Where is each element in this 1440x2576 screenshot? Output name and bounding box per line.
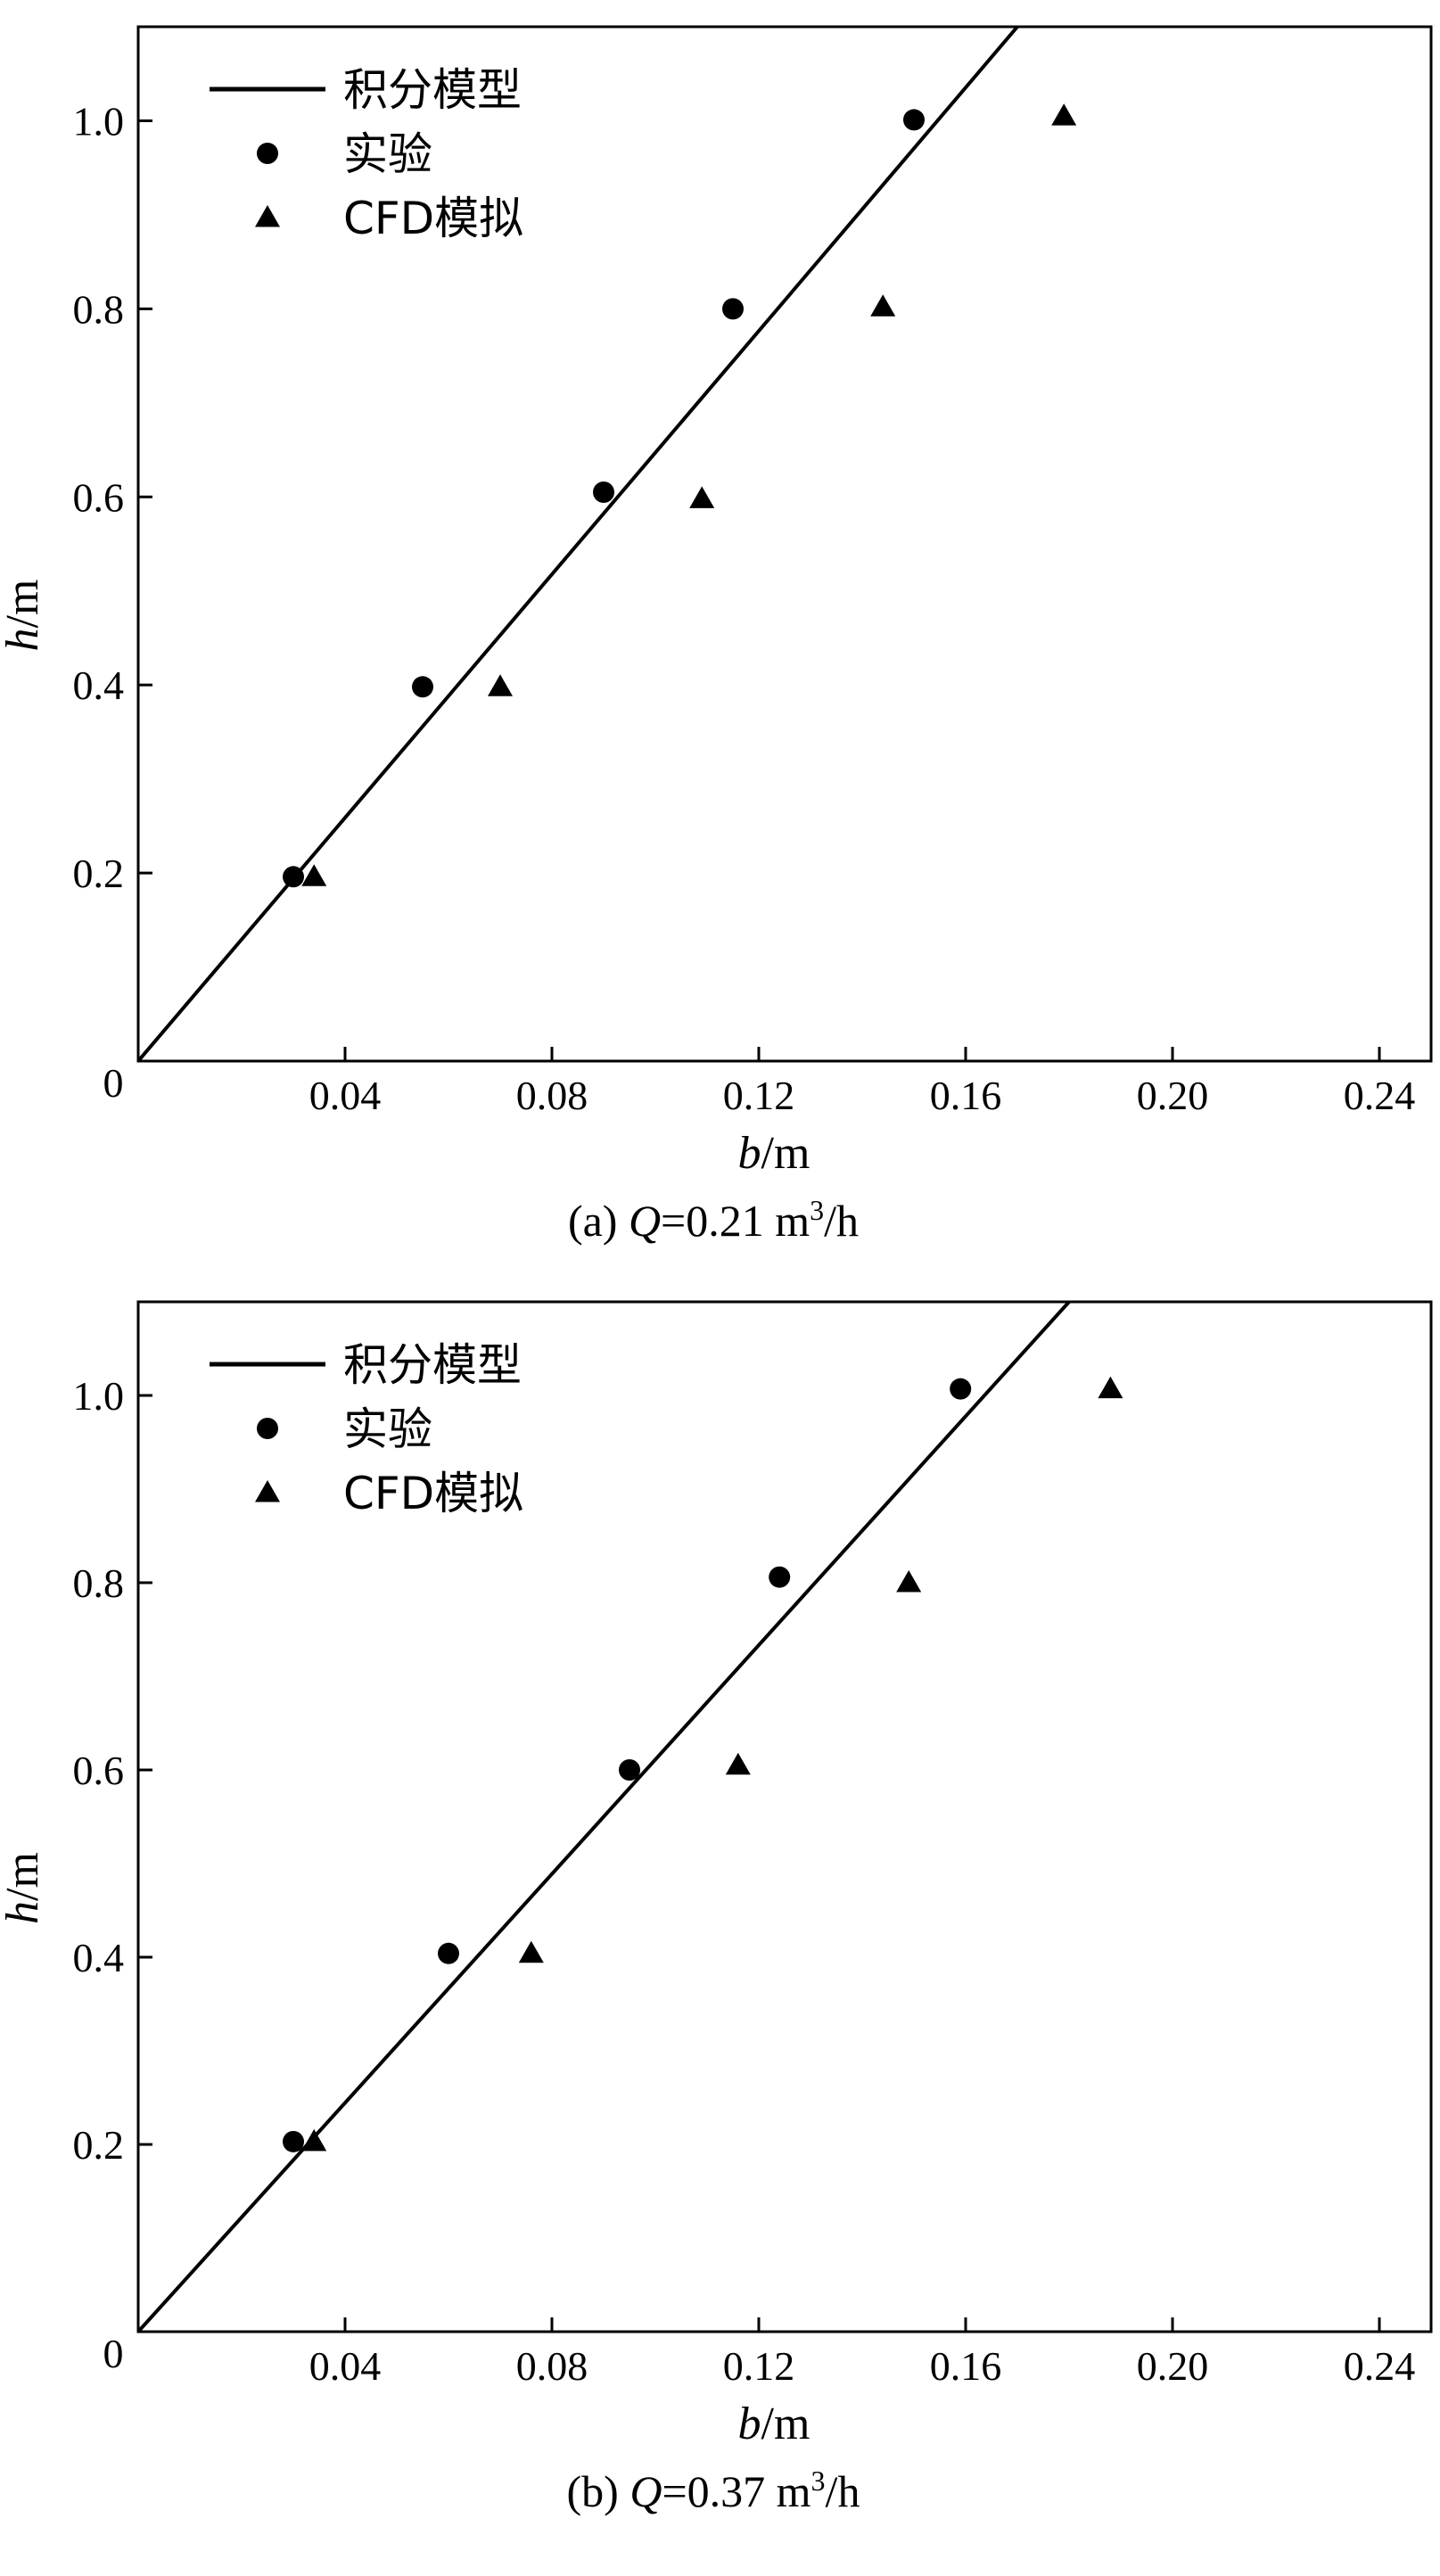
y-axis-label: h/m [0, 1852, 48, 1924]
point-experiment [903, 109, 925, 131]
panel-caption: (a) Q=0.21 m3/h [568, 1194, 859, 1246]
legend-label: 积分模型 [343, 64, 522, 116]
legend-label: CFD模拟 [343, 193, 523, 244]
x-tick-label: 0.08 [516, 2343, 588, 2389]
legend-label: CFD模拟 [343, 1468, 523, 1519]
x-tick-label: 0.04 [309, 1073, 382, 1118]
y-tick-label: 0.4 [73, 663, 125, 708]
origin-label: 0 [103, 1060, 124, 1106]
y-tick-label: 0.6 [73, 1748, 125, 1793]
legend-triangle-swatch [255, 1480, 280, 1502]
y-tick-label: 1.0 [73, 1373, 125, 1419]
x-tick-label: 0.20 [1137, 2343, 1209, 2389]
point-experiment [283, 2130, 304, 2152]
y-axis-label: h/m [0, 580, 48, 652]
x-axis-label: b/m [738, 1128, 811, 1179]
point-experiment [593, 481, 614, 503]
legend-label: 实验 [343, 128, 432, 180]
y-tick-label: 0.2 [73, 2122, 125, 2168]
point-experiment [722, 298, 744, 320]
point-experiment [283, 866, 304, 888]
y-tick-label: 1.0 [73, 98, 125, 144]
point-cfd [301, 864, 327, 886]
plot-area [138, 1302, 1123, 2332]
point-cfd [518, 1940, 544, 1963]
legend-circle-swatch [257, 143, 278, 164]
x-tick-label: 0.04 [309, 2343, 382, 2389]
series-line-integral-model [138, 27, 1019, 1061]
y-tick-label: 0.8 [73, 1560, 125, 1606]
series-line-integral-model [138, 1302, 1071, 2332]
point-experiment [769, 1566, 791, 1588]
point-cfd [301, 2128, 327, 2152]
point-cfd [725, 1752, 751, 1775]
point-cfd [870, 294, 896, 317]
plot-frame [136, 1300, 1433, 2333]
y-tick-label: 0.2 [73, 851, 125, 896]
chart-panel-b: 0.04 0.08 0.12 0.16 0.20 0.24 0.2 0.4 0.6 0.8 1.0 0… [0, 1300, 1433, 2516]
y-tick-label: 0.4 [73, 1935, 125, 1980]
x-tick-label: 0.16 [930, 1073, 1002, 1118]
x-tick-label: 0.12 [723, 2343, 795, 2389]
point-cfd [689, 486, 715, 508]
legend-label: 实验 [343, 1403, 432, 1455]
point-cfd [1051, 103, 1077, 126]
point-cfd [1098, 1376, 1123, 1399]
legend-label: 积分模型 [343, 1339, 522, 1391]
x-tick-label: 0.24 [1344, 2343, 1416, 2389]
x-tick-label: 0.24 [1344, 1073, 1416, 1118]
x-axis-label: b/m [738, 2399, 811, 2449]
y-tick-label: 0.8 [73, 286, 125, 332]
x-tick-label: 0.20 [1137, 1073, 1209, 1118]
plot-frame [136, 25, 1433, 1063]
chart-panel-a: 0.04 0.08 0.12 0.16 0.20 0.24 0.2 0.4 0.6 0.8 1.0 0… [0, 25, 1433, 1246]
point-experiment [619, 1759, 640, 1781]
origin-label: 0 [103, 2331, 124, 2376]
y-tick-label: 0.6 [73, 474, 125, 520]
panel-caption: (b) Q=0.37 m3/h [567, 2465, 860, 2516]
x-tick-label: 0.08 [516, 1073, 588, 1118]
x-tick-label: 0.16 [930, 2343, 1002, 2389]
legend-circle-swatch [257, 1418, 278, 1439]
point-experiment [412, 676, 433, 698]
point-experiment [438, 1942, 459, 1964]
point-cfd [488, 674, 513, 696]
plot-area [138, 27, 1077, 1061]
legend-triangle-swatch [255, 205, 280, 227]
point-experiment [950, 1378, 972, 1400]
point-cfd [896, 1570, 922, 1593]
x-tick-label: 0.12 [723, 1073, 795, 1118]
